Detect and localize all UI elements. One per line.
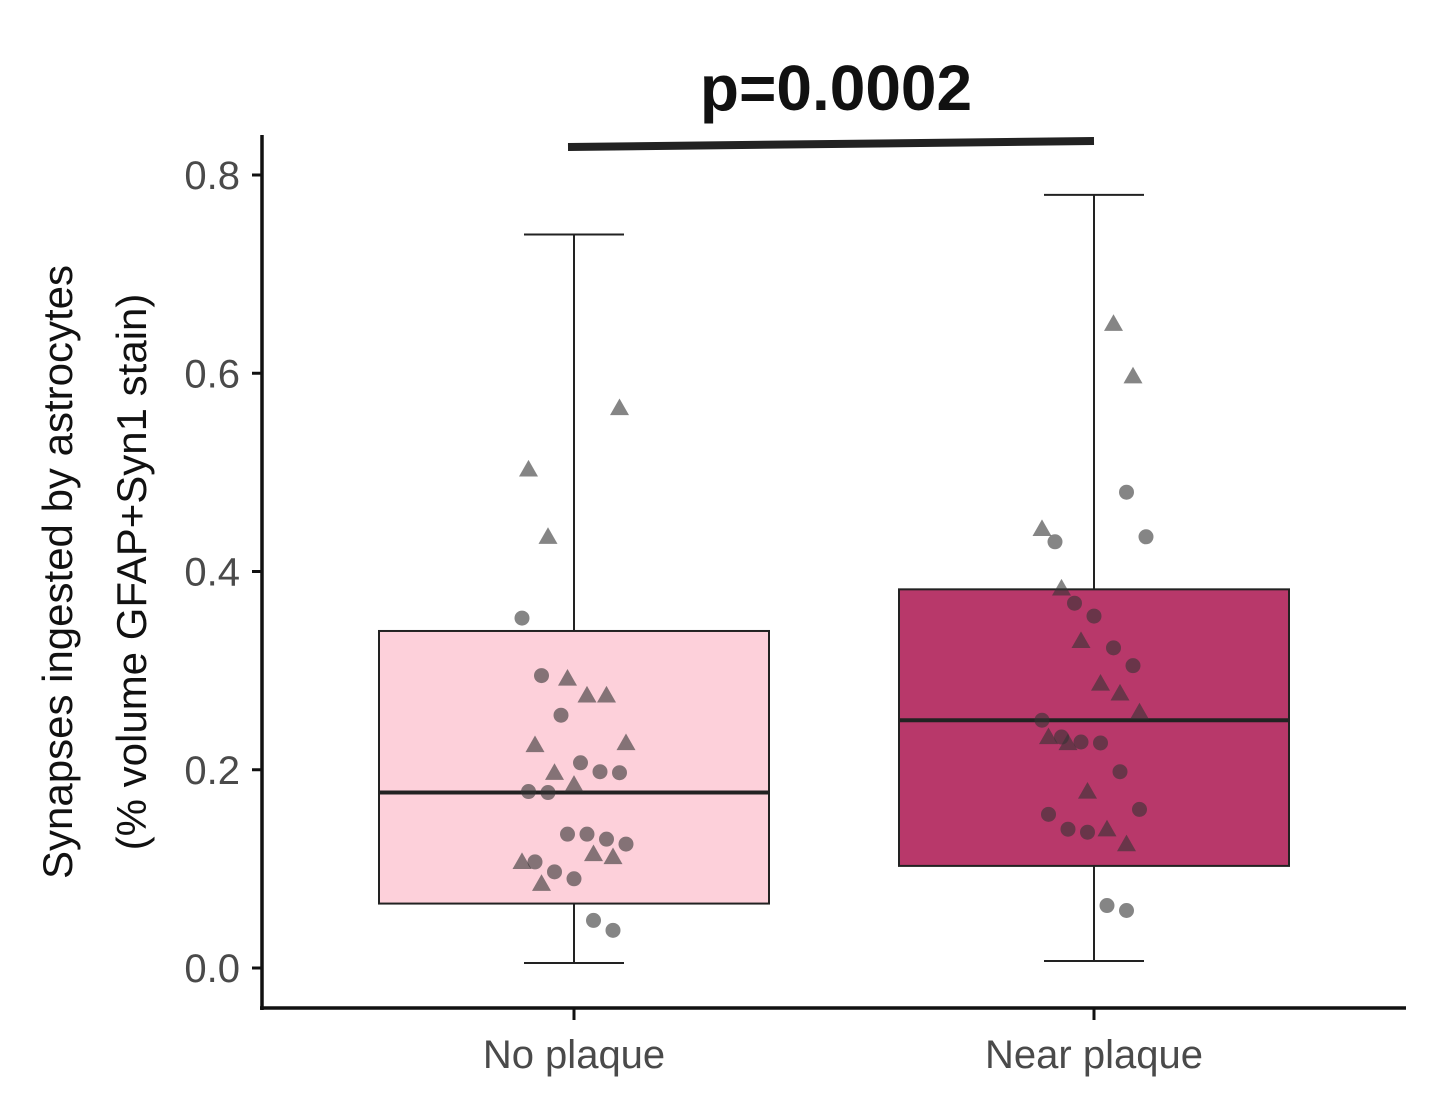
data-point-circle [1106, 640, 1121, 656]
data-point-circle [618, 836, 634, 852]
y-ticks: 0.0 0.2 0.4 0.6 0.8 [184, 154, 262, 991]
data-point-triangle [532, 874, 551, 891]
data-point-circle [1047, 534, 1063, 550]
data-point-circle [1086, 608, 1102, 624]
data-point-circle [521, 784, 536, 800]
x-ticks: No plaque Near plaque [483, 1008, 1203, 1077]
data-point-triangle [1078, 782, 1097, 799]
y-axis-title-line1: Synapses ingested by astrocytes [34, 265, 81, 879]
data-point-circle [579, 826, 595, 842]
data-point-circle [1034, 712, 1050, 728]
data-point-circle [1041, 806, 1056, 822]
points-layer [512, 314, 1154, 938]
data-point-triangle [616, 733, 636, 751]
data-point-circle [1112, 764, 1128, 780]
p-value-annotation: p=0.0002 [700, 52, 972, 124]
data-point-triangle [584, 844, 603, 862]
data-point-circle [566, 871, 582, 887]
data-point-triangle [558, 669, 577, 686]
data-point-triangle [564, 775, 584, 792]
boxes-layer [378, 588, 1290, 905]
data-point-triangle [525, 735, 545, 753]
box-iqr [378, 629, 770, 905]
data-point-triangle [1110, 683, 1130, 701]
y-tick-label: 0.2 [184, 749, 240, 793]
data-point-circle [534, 668, 549, 684]
data-point-circle [1119, 903, 1134, 919]
data-point-triangle [603, 847, 623, 865]
whiskers-layer [524, 193, 1144, 965]
data-point-triangle [1032, 519, 1052, 537]
data-point-circle [1093, 735, 1108, 751]
data-point-triangle [1039, 727, 1058, 745]
data-point-triangle [610, 398, 629, 416]
data-point-triangle [1058, 733, 1078, 751]
box-iqr [898, 588, 1290, 867]
data-point-circle [612, 765, 627, 781]
y-axis-title: Synapses ingested by astrocytes (% volum… [34, 265, 155, 879]
data-point-circle [599, 831, 614, 847]
data-point-circle [1073, 734, 1089, 750]
x-tick-label: No plaque [483, 1033, 665, 1077]
data-point-triangle [597, 685, 616, 703]
data-point-circle [1080, 824, 1095, 840]
data-point-circle [1119, 484, 1134, 500]
data-point-circle [1060, 821, 1076, 837]
data-point-triangle [1097, 819, 1117, 837]
data-point-circle [547, 864, 562, 880]
data-point-triangle [1104, 314, 1123, 331]
data-point-circle [527, 854, 543, 870]
data-point-triangle [1052, 578, 1071, 596]
data-point-triangle [1130, 702, 1149, 720]
data-point-circle [1067, 595, 1082, 611]
data-point-circle [1138, 529, 1154, 545]
data-point-triangle [545, 763, 564, 780]
data-point-triangle [538, 527, 558, 544]
y-tick-label: 0.0 [184, 947, 240, 991]
y-tick-label: 0.6 [184, 352, 240, 396]
data-point-circle [540, 785, 556, 801]
data-point-circle [560, 826, 575, 842]
data-point-circle [592, 764, 608, 780]
data-point-circle [586, 912, 601, 928]
data-point-triangle [1123, 366, 1143, 384]
data-point-circle [605, 922, 621, 938]
data-point-circle [514, 610, 530, 626]
y-tick-label: 0.8 [184, 154, 240, 198]
data-point-circle [573, 755, 588, 771]
data-point-circle [1132, 801, 1147, 817]
x-tick-label: Near plaque [985, 1033, 1203, 1077]
data-point-circle [1099, 898, 1115, 914]
significance-bar [567, 137, 1095, 151]
data-point-triangle [577, 685, 597, 703]
data-point-triangle [1117, 834, 1136, 852]
data-point-triangle [1071, 631, 1091, 649]
data-point-triangle [1091, 674, 1110, 691]
y-tick-label: 0.4 [184, 551, 240, 595]
data-point-circle [1125, 658, 1141, 674]
data-point-circle [553, 707, 569, 723]
data-point-triangle [512, 852, 532, 870]
y-axis-title-line2: (% volume GFAP+Syn1 stain) [108, 294, 155, 851]
data-point-triangle [519, 459, 538, 477]
